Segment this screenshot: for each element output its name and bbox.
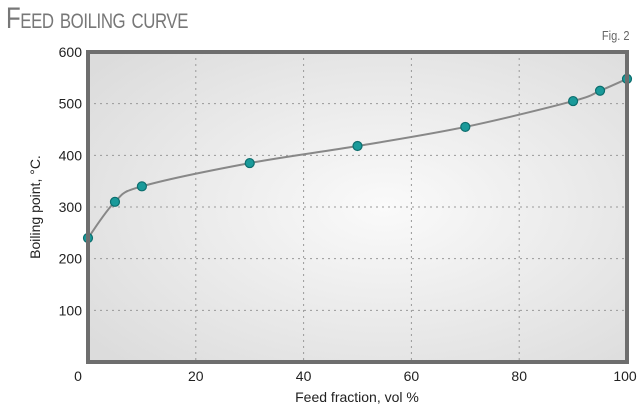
x-tick-label: 80 [511,368,527,384]
data-point [109,196,121,207]
data-point [136,181,147,192]
x-tick-label: 20 [188,368,204,384]
data-point [244,157,255,169]
origin-tick-label: 0 [74,368,82,384]
x-tick-label: 60 [404,368,420,384]
x-tick-label: 100 [613,368,637,384]
data-point [352,140,363,152]
x-tick-label: 40 [296,368,312,384]
chart-title: Feed boiling curve [6,2,188,35]
y-tick-label: 200 [59,251,83,267]
data-point [460,121,471,133]
figure-label: Fig. 2 [602,28,630,43]
x-axis-label: Feed fraction, vol % [295,389,419,405]
plot-area [88,52,627,362]
plot-frame [86,50,629,364]
y-tick-label: 600 [59,44,83,60]
y-axis-label: Boiling point, °C. [27,155,43,259]
y-tick-label: 100 [59,302,83,318]
data-point [594,85,606,96]
y-tick-label: 500 [59,96,83,112]
data-point [567,95,579,107]
y-tick-label: 300 [59,199,83,215]
y-tick-label: 400 [59,147,83,163]
